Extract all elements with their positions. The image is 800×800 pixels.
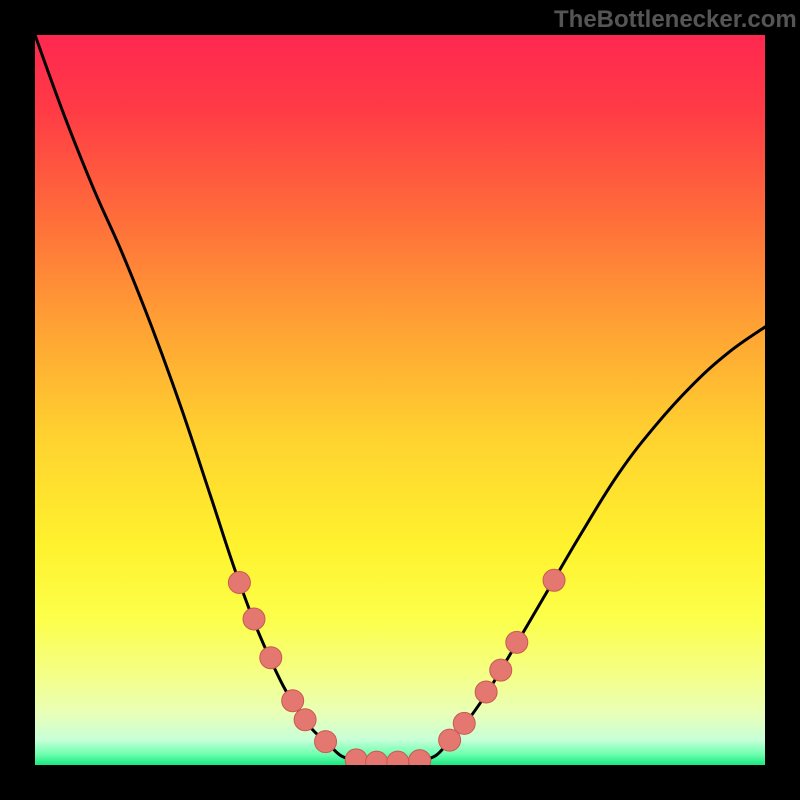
plot-area [35, 35, 765, 765]
data-marker [366, 751, 388, 765]
data-marker [243, 608, 265, 630]
data-marker [345, 749, 367, 765]
data-marker [543, 569, 565, 591]
watermark-text: TheBottlenecker.com [554, 6, 797, 34]
data-marker [228, 572, 250, 594]
data-marker [506, 631, 528, 653]
curve-path [35, 35, 765, 764]
data-marker [475, 681, 497, 703]
bottleneck-curve [35, 35, 765, 765]
data-marker [315, 731, 337, 753]
data-marker [453, 712, 475, 734]
data-marker [282, 690, 304, 712]
data-marker [387, 751, 409, 765]
data-marker [490, 659, 512, 681]
data-marker [294, 709, 316, 731]
data-marker [409, 750, 431, 765]
data-marker [260, 647, 282, 669]
